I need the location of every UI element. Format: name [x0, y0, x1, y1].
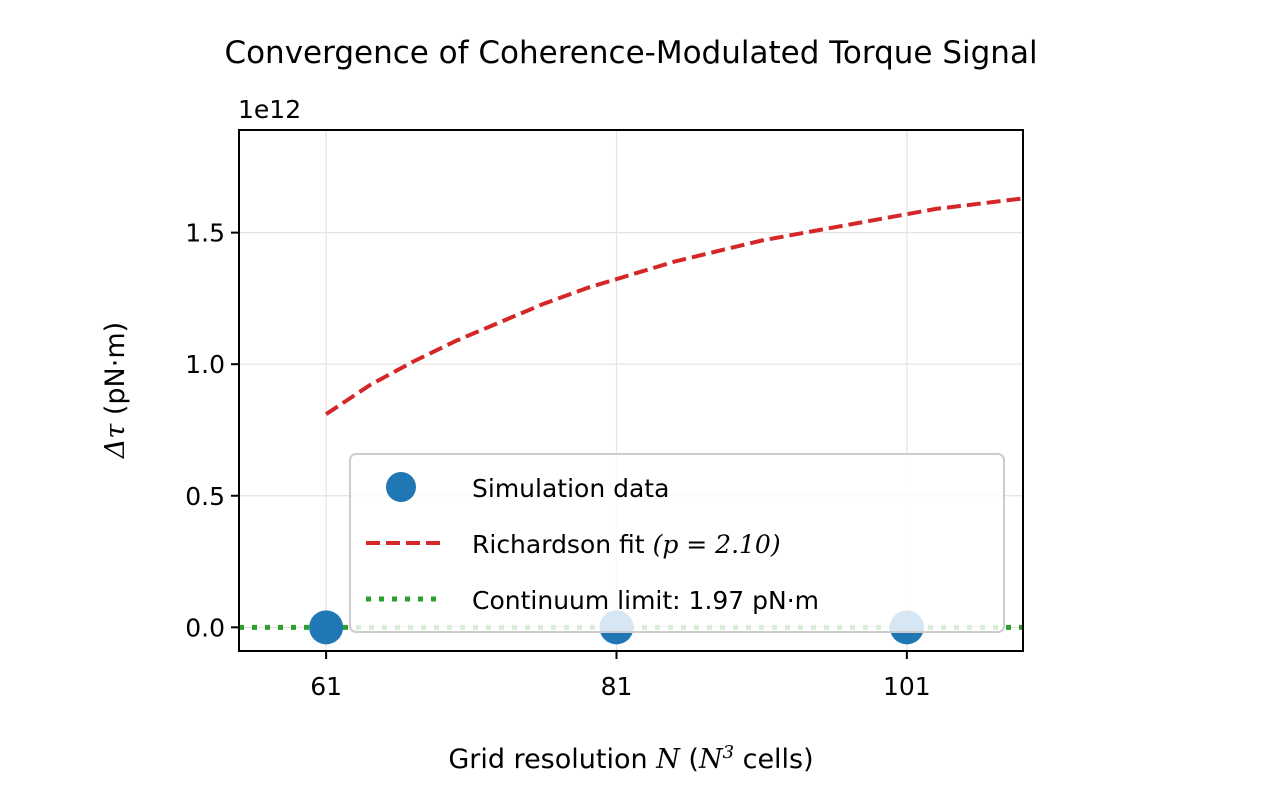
legend-box	[349, 453, 1005, 633]
legend-label-fit: Richardson fit (p = 2.10)	[472, 530, 781, 559]
y-tick-label: 0.0	[185, 613, 225, 642]
legend-label-simulation: Simulation data	[472, 474, 669, 503]
simulation-data-point	[309, 610, 344, 645]
x-tick-label: 101	[883, 672, 931, 701]
offset-label: 1e12	[238, 95, 301, 124]
y-tick-label: 1.0	[185, 350, 225, 379]
x-axis: 61 81 101	[310, 651, 931, 701]
legend-label-limit: Continuum limit: 1.97 pN·m	[472, 586, 819, 615]
x-axis-label: Grid resolution N (N3 cells)	[448, 742, 813, 775]
chart-title: Convergence of Coherence-Modulated Torqu…	[224, 35, 1037, 71]
plot-frame	[238, 129, 1024, 652]
x-tick-label: 81	[601, 672, 633, 701]
y-axis: 0.0 0.5 1.0 1.5	[185, 219, 239, 642]
y-tick-label: 0.5	[185, 482, 225, 511]
x-tick-label: 61	[310, 672, 342, 701]
y-tick-label: 1.5	[185, 219, 225, 248]
legend-marker-simulation	[386, 472, 416, 502]
richardson-fit-line	[324, 196, 1023, 416]
y-axis-label: Δτ (pN·m)	[100, 322, 131, 459]
legend: Simulation data Richardson fit (p = 2.10…	[349, 453, 1005, 633]
